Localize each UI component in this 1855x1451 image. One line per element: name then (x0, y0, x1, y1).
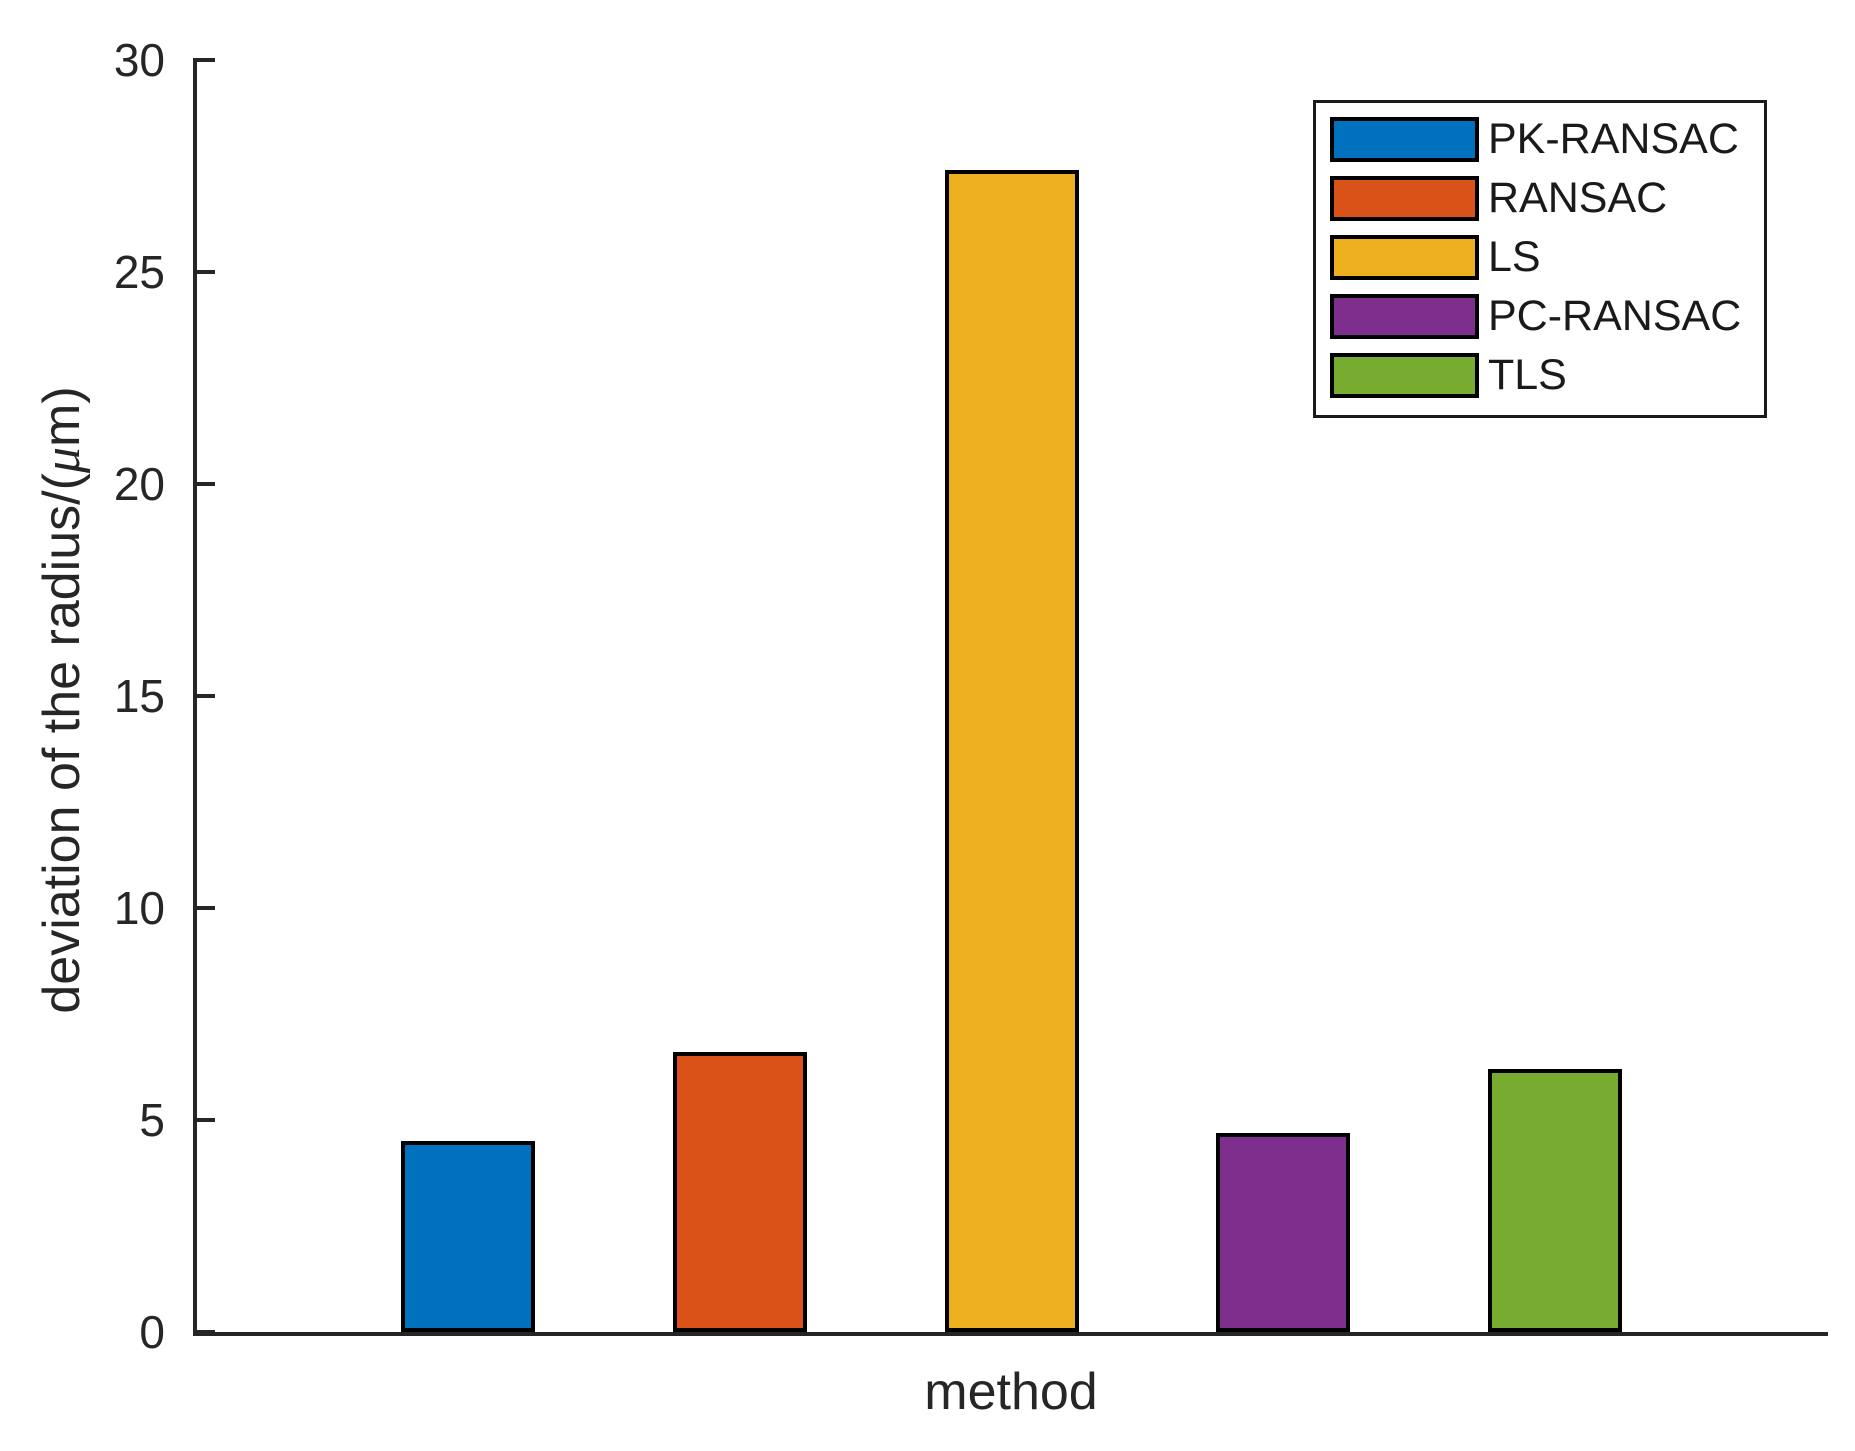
y-tick-label: 25 (113, 246, 165, 298)
legend-item-pk-ransac: PK-RANSAC (1330, 117, 1764, 162)
y-tick-label: 30 (113, 34, 165, 86)
x-axis-line (193, 1332, 1828, 1336)
bar-tls (1487, 1069, 1622, 1332)
legend-label: PC-RANSAC (1488, 292, 1742, 340)
bar-ls (944, 170, 1079, 1332)
legend-label: TLS (1488, 351, 1567, 399)
legend-label: LS (1488, 233, 1541, 281)
plot-area: 0 5 10 15 20 25 30 (114, 37, 1828, 1355)
legend-swatch-tls (1330, 353, 1479, 398)
bar-pk-ransac (401, 1141, 536, 1332)
legend: PK-RANSAC RANSAC LS PC-RANSAC TLS (1313, 100, 1767, 418)
legend-label: RANSAC (1488, 174, 1668, 222)
legend-swatch-ransac (1330, 176, 1479, 221)
mu-symbol: μ (34, 446, 91, 474)
y-tick-mark (197, 482, 215, 487)
y-tick-label: 10 (113, 882, 165, 934)
y-axis-label: deviation of the radius/(μm) (32, 386, 92, 1013)
y-axis-line (193, 58, 197, 1336)
x-axis-label: method (924, 1363, 1098, 1421)
legend-swatch-pc-ransac (1330, 294, 1479, 339)
y-tick-label: 0 (139, 1306, 165, 1358)
y-tick-mark (197, 270, 215, 274)
y-tick-mark (197, 1118, 215, 1123)
y-axis-label-text: deviation of the radius/( (33, 473, 91, 1014)
y-tick-label: 20 (113, 458, 165, 510)
legend-swatch-pk-ransac (1330, 117, 1479, 162)
y-tick-mark (197, 58, 215, 62)
bar-pc-ransac (1215, 1132, 1350, 1332)
y-tick-label: 5 (139, 1094, 165, 1146)
y-axis-label-unit: m) (33, 386, 91, 447)
legend-item-pc-ransac: PC-RANSAC (1330, 294, 1764, 339)
y-tick-label: 15 (113, 670, 165, 722)
y-tick-mark (197, 1330, 215, 1334)
legend-item-ls: LS (1330, 235, 1764, 280)
bar-ransac (672, 1052, 807, 1332)
legend-label: PK-RANSAC (1488, 115, 1739, 163)
y-tick-mark (197, 694, 215, 698)
legend-swatch-ls (1330, 235, 1479, 280)
y-tick-mark (197, 906, 215, 911)
legend-item-ransac: RANSAC (1330, 176, 1764, 221)
legend-item-tls: TLS (1330, 353, 1764, 398)
